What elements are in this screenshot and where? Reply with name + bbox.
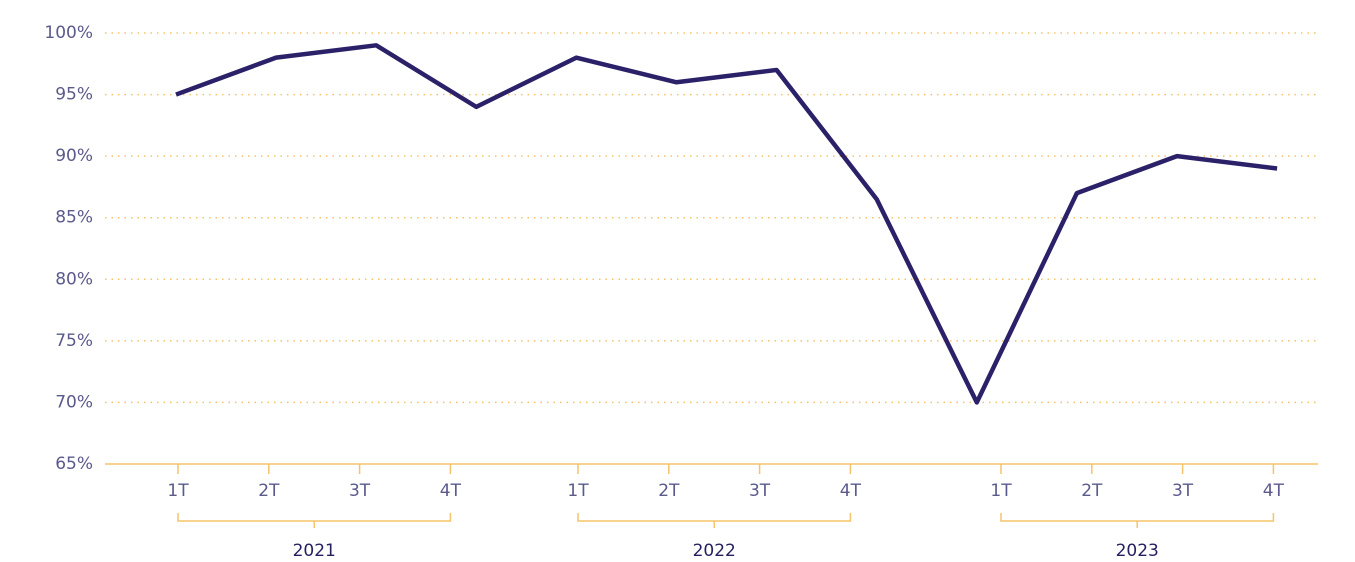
- x-tick-label: 3T: [1172, 481, 1194, 501]
- y-tick-label: 100%: [44, 23, 93, 43]
- y-tick-label: 70%: [55, 392, 93, 412]
- data-line: [175, 43, 1278, 405]
- group-label: 2022: [693, 541, 736, 561]
- y-tick-label: 85%: [55, 208, 93, 228]
- y-tick-label: 90%: [55, 146, 93, 166]
- x-tick-label: 1T: [167, 481, 189, 501]
- x-tick-label: 1T: [990, 481, 1012, 501]
- group-bracket: [577, 513, 852, 528]
- x-tick-label: 2T: [658, 481, 680, 501]
- y-tick-label: 95%: [55, 85, 93, 105]
- y-tick-label: 65%: [55, 454, 93, 474]
- group-bracket: [1000, 513, 1275, 528]
- group-label: 2023: [1116, 541, 1159, 561]
- x-tick-label: 3T: [349, 481, 371, 501]
- y-tick-label: 80%: [55, 269, 93, 289]
- group-label: 2021: [293, 541, 336, 561]
- group-bracket: [177, 513, 452, 528]
- x-tick-label: 4T: [440, 481, 462, 501]
- y-tick-label: 75%: [55, 331, 93, 351]
- x-tick-label: 4T: [1263, 481, 1285, 501]
- x-tick-label: 1T: [567, 481, 589, 501]
- x-tick-label: 2T: [258, 481, 280, 501]
- x-tick-label: 3T: [749, 481, 771, 501]
- x-tick-label: 2T: [1081, 481, 1103, 501]
- x-tick-label: 4T: [840, 481, 862, 501]
